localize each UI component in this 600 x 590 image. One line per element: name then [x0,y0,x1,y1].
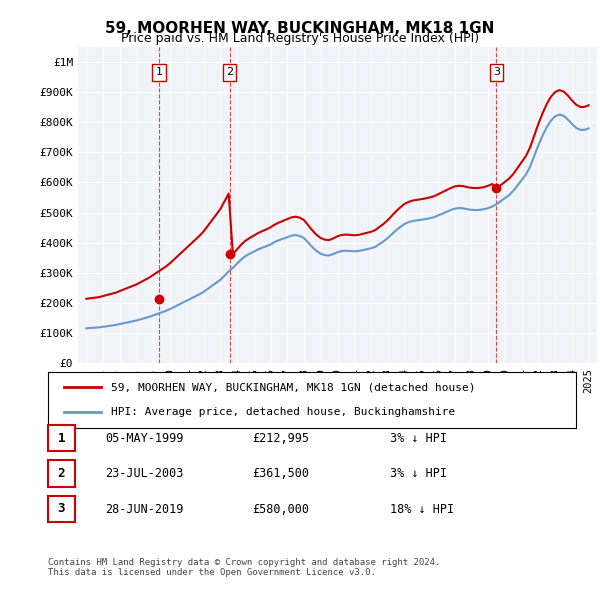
Text: This data is licensed under the Open Government Licence v3.0.: This data is licensed under the Open Gov… [48,568,376,577]
Text: 05-MAY-1999: 05-MAY-1999 [105,432,184,445]
Text: 23-JUL-2003: 23-JUL-2003 [105,467,184,480]
Text: £361,500: £361,500 [252,467,309,480]
Text: 3% ↓ HPI: 3% ↓ HPI [390,432,447,445]
Text: 3: 3 [58,502,65,516]
Text: 18% ↓ HPI: 18% ↓ HPI [390,503,454,516]
Text: 1: 1 [155,67,163,77]
Text: 28-JUN-2019: 28-JUN-2019 [105,503,184,516]
Text: Contains HM Land Registry data © Crown copyright and database right 2024.: Contains HM Land Registry data © Crown c… [48,558,440,566]
Text: Price paid vs. HM Land Registry's House Price Index (HPI): Price paid vs. HM Land Registry's House … [121,32,479,45]
Text: £212,995: £212,995 [252,432,309,445]
Text: 2: 2 [58,467,65,480]
Text: £580,000: £580,000 [252,503,309,516]
Text: HPI: Average price, detached house, Buckinghamshire: HPI: Average price, detached house, Buck… [112,407,455,417]
Text: 3: 3 [493,67,500,77]
Text: 2: 2 [226,67,233,77]
Text: 59, MOORHEN WAY, BUCKINGHAM, MK18 1GN (detached house): 59, MOORHEN WAY, BUCKINGHAM, MK18 1GN (d… [112,382,476,392]
Text: 1: 1 [58,431,65,445]
Text: 59, MOORHEN WAY, BUCKINGHAM, MK18 1GN: 59, MOORHEN WAY, BUCKINGHAM, MK18 1GN [106,21,494,35]
Text: 3% ↓ HPI: 3% ↓ HPI [390,467,447,480]
